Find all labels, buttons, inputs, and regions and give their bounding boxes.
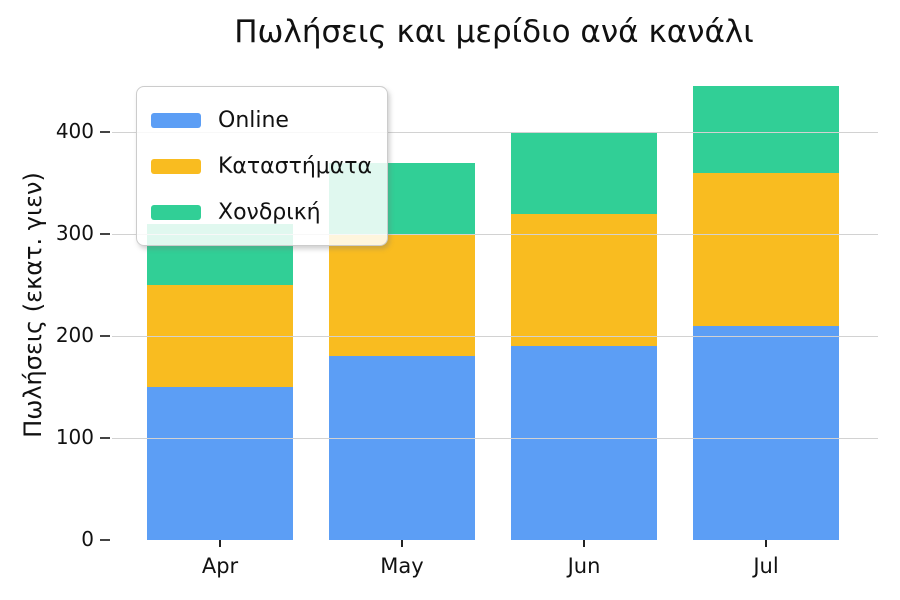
y-tick-200 (100, 335, 110, 337)
y-tick-100 (100, 437, 110, 439)
gridline-300 (112, 234, 878, 235)
x-tick-label-may: May (380, 554, 424, 578)
x-tick-label-jul: Jul (753, 554, 779, 578)
y-tick-label-100: 100 (55, 425, 94, 449)
bar-segment-online-apr[interactable] (147, 387, 293, 540)
bar-segment-καταστήματα-jun[interactable] (511, 213, 657, 347)
y-tick-400 (100, 131, 110, 133)
y-tick-label-200: 200 (55, 323, 94, 347)
y-axis-title: Πωλήσεις (εκατ. γιεν) (19, 172, 47, 438)
legend-swatch-online (151, 112, 201, 128)
legend-swatch-χονδρική (151, 204, 201, 220)
gridline-100 (112, 438, 878, 439)
chart-title: Πωλήσεις και μερίδιο ανά κανάλι (234, 14, 754, 50)
bar-segment-καταστήματα-may[interactable] (329, 234, 475, 357)
legend-swatch-καταστήματα (151, 158, 201, 174)
bar-segment-online-jul[interactable] (693, 325, 839, 540)
legend-item-χονδρική[interactable]: Χονδρική (151, 189, 373, 235)
legend: Online Καταστήματα Χονδρική (136, 86, 388, 246)
x-tick-jun (583, 540, 585, 547)
x-tick-label-jun: Jun (567, 554, 601, 578)
bar-segment-online-jun[interactable] (511, 346, 657, 540)
x-tick-apr (219, 540, 221, 547)
y-tick-label-0: 0 (81, 527, 94, 551)
bar-segment-χονδρική-jul[interactable] (693, 86, 839, 173)
x-tick-jul (765, 540, 767, 547)
y-tick-0 (100, 539, 110, 541)
legend-label-online: Online (218, 107, 289, 133)
x-tick-may (401, 540, 403, 547)
legend-item-καταστήματα[interactable]: Καταστήματα (151, 143, 373, 189)
legend-label-καταστήματα: Καταστήματα (218, 153, 373, 179)
bar-segment-online-may[interactable] (329, 356, 475, 540)
y-tick-label-300: 300 (55, 221, 94, 245)
bar-segment-χονδρική-jun[interactable] (511, 132, 657, 214)
y-tick-label-400: 400 (55, 119, 94, 143)
legend-label-χονδρική: Χονδρική (218, 199, 321, 225)
bar-segment-καταστήματα-jul[interactable] (693, 172, 839, 326)
legend-item-online[interactable]: Online (151, 97, 373, 143)
y-tick-300 (100, 233, 110, 235)
gridline-200 (112, 336, 878, 337)
x-tick-label-apr: Apr (201, 554, 239, 578)
gridline-400 (112, 132, 878, 133)
